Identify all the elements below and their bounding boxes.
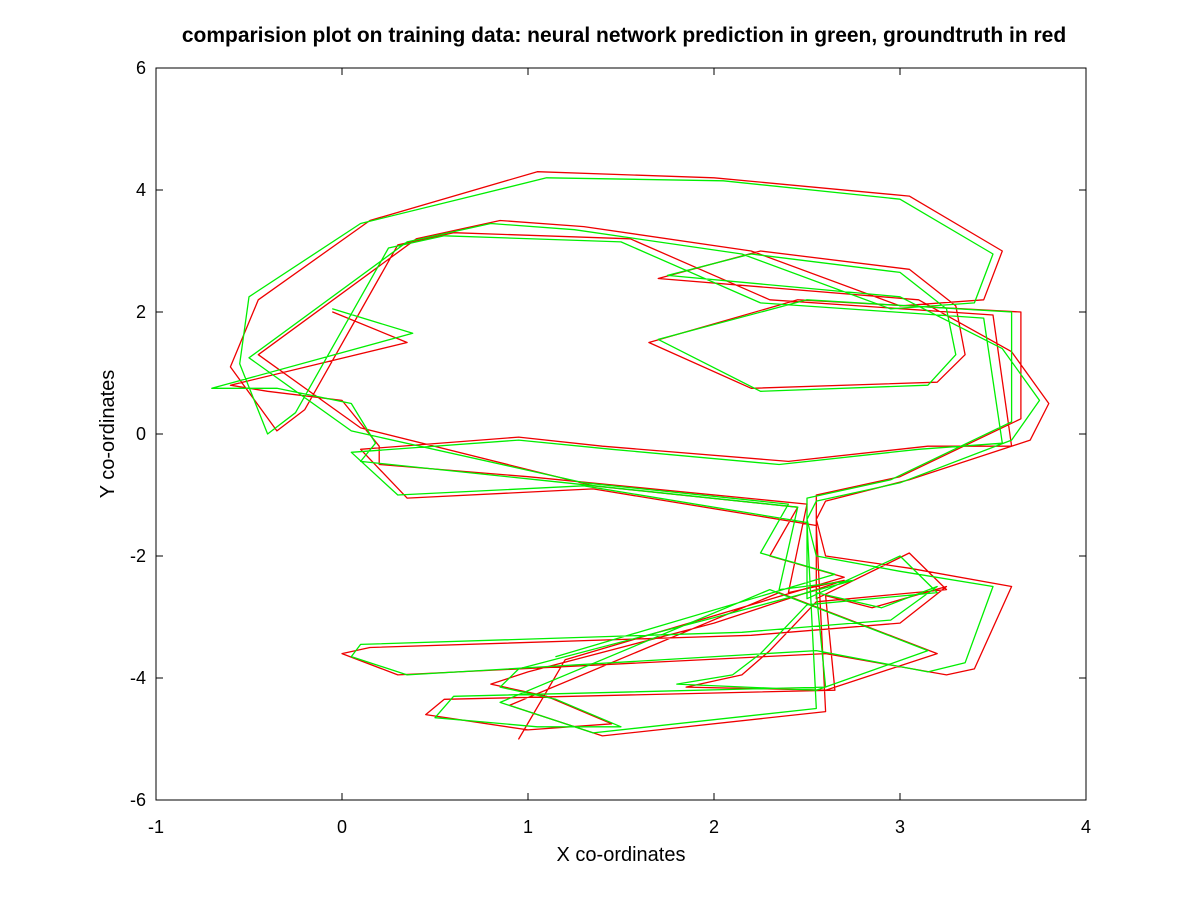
x-tick-label: 3 [895, 817, 905, 837]
y-tick-label: 6 [136, 58, 146, 78]
x-tick-label: 4 [1081, 817, 1091, 837]
y-tick-label: 2 [136, 302, 146, 322]
y-tick-label: -2 [130, 546, 146, 566]
x-tick-label: -1 [148, 817, 164, 837]
chart-title: comparision plot on training data: neura… [182, 24, 1066, 47]
x-tick-label: 1 [523, 817, 533, 837]
x-axis-label: X co-ordinates [557, 844, 686, 866]
series-layer [211, 171, 1050, 740]
y-tick-label: 4 [136, 180, 146, 200]
y-axis-label: Y co-ordinates [97, 370, 119, 499]
prediction-series-line [211, 177, 1041, 734]
y-tick-label: -4 [130, 668, 146, 688]
x-tick-label: 0 [337, 817, 347, 837]
groundtruth-series-line [229, 171, 1050, 740]
x-tick-label: 2 [709, 817, 719, 837]
axis-ticks: -1 0 1 2 3 4 -6 -4 -2 0 2 4 6 [130, 58, 1091, 837]
y-tick-label: -6 [130, 790, 146, 810]
y-tick-label: 0 [136, 424, 146, 444]
